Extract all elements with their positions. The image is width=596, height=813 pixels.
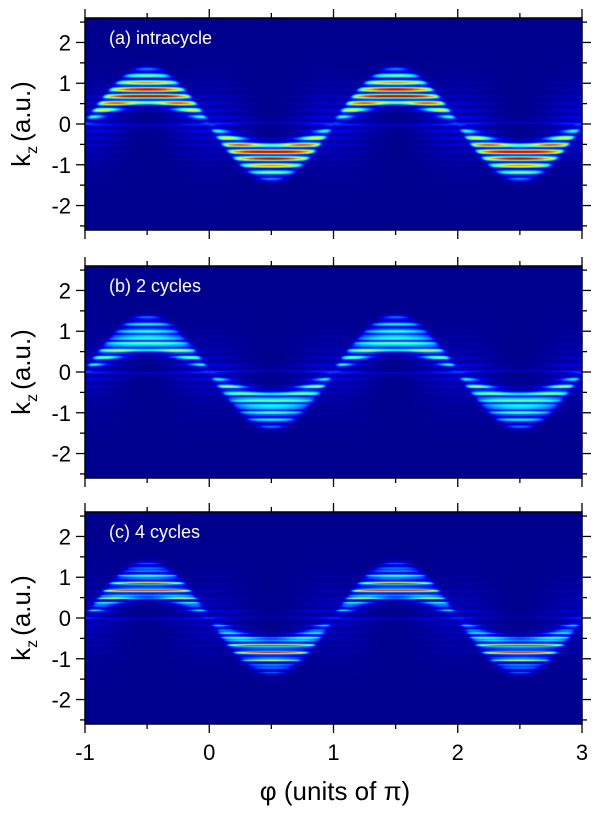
y-tick-label: 1: [59, 319, 71, 344]
y-tick-label: -1: [51, 401, 71, 426]
y-axis-title-sub: z: [24, 640, 41, 648]
panel-a: -2 -1 0 1 2 (a) intracycle kz (a.u.): [6, 9, 591, 239]
y-axis-title: kz (a.u.): [6, 81, 41, 167]
y-axis-title-units: (a.u.): [6, 81, 36, 142]
heatmap-image: [85, 512, 582, 724]
ticks: [76, 503, 591, 733]
x-tick-label: -1: [75, 740, 95, 765]
panel-c: -2 -1 0 1 2 (c) 4 cycles kz (a.u.) -1 0 1 2 3: [6, 503, 591, 765]
y-tick-label: 0: [59, 606, 71, 631]
x-axis-title: φ (units of π): [260, 776, 410, 806]
panel-label: (a) intracycle: [109, 28, 212, 48]
y-tick-label: -1: [51, 647, 71, 672]
y-axis-title: kz (a.u.): [6, 575, 41, 661]
x-tick-label: 2: [452, 740, 464, 765]
panel-label: (c) 4 cycles: [109, 522, 200, 542]
y-axis-title-main: k: [6, 401, 36, 415]
y-tick-label: -2: [51, 442, 71, 467]
y-tick-label: 1: [59, 565, 71, 590]
y-axis-title-units: (a.u.): [6, 575, 36, 636]
panel-b: -2 -1 0 1 2 (b) 2 cycles kz (a.u.): [6, 257, 591, 487]
y-axis-title-main: k: [6, 153, 36, 167]
y-axis-title-sub: z: [24, 394, 41, 402]
heatmap-image: [85, 18, 582, 230]
y-tick-label: -2: [51, 194, 71, 219]
ticks: [76, 9, 591, 239]
y-tick-label: 2: [59, 524, 71, 549]
x-tick-label: 0: [203, 740, 215, 765]
x-tick-label: 3: [576, 740, 588, 765]
x-tick-label: 1: [327, 740, 339, 765]
y-tick-label: 0: [59, 360, 71, 385]
y-tick-label: 1: [59, 71, 71, 96]
y-tick-label: -1: [51, 153, 71, 178]
ticks: [76, 257, 591, 487]
panel-label: (b) 2 cycles: [109, 276, 201, 296]
y-axis-title-main: k: [6, 647, 36, 661]
y-tick-label: -2: [51, 688, 71, 713]
y-tick-label: 2: [59, 30, 71, 55]
y-axis-title: kz (a.u.): [6, 329, 41, 415]
y-tick-label: 2: [59, 278, 71, 303]
y-axis-title-units: (a.u.): [6, 329, 36, 390]
heatmap-image: [85, 266, 582, 478]
y-axis-title-sub: z: [24, 146, 41, 154]
y-tick-label: 0: [59, 112, 71, 137]
